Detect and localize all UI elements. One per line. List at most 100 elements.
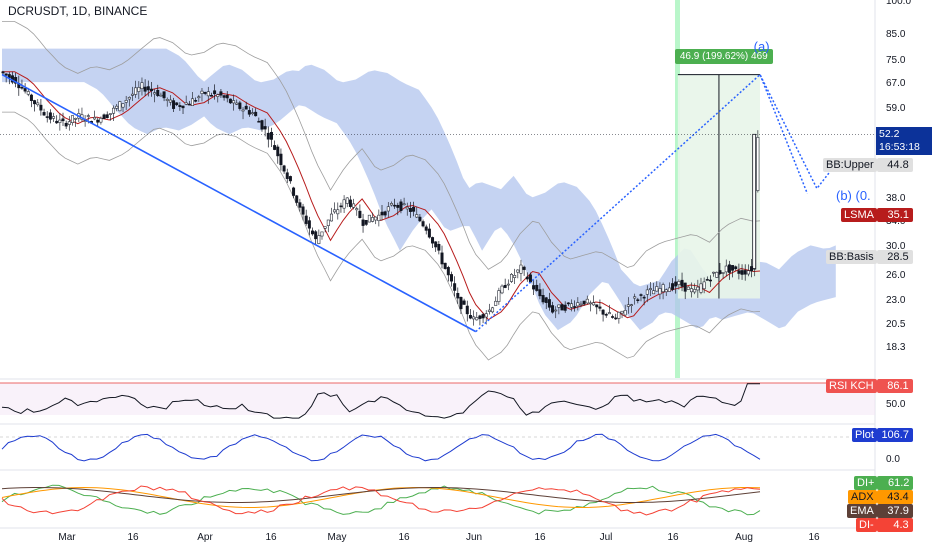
y-tick-label: 85.0: [886, 29, 906, 41]
legend-di-value: 61.2: [877, 476, 914, 490]
candle-body: [522, 266, 526, 270]
legend-bb-upper: BB:Upper 44.8: [823, 158, 913, 173]
candle-body: [611, 316, 615, 318]
candle-body: [472, 316, 476, 320]
candle-body: [86, 115, 90, 117]
candle-body: [143, 86, 147, 92]
candle-body: [652, 290, 656, 295]
candle-body: [216, 94, 220, 97]
candle-body: [134, 87, 138, 95]
candle-body: [617, 311, 621, 319]
candle-body: [64, 122, 68, 127]
x-tick-label: 16: [265, 532, 277, 543]
candle-body: [686, 286, 690, 290]
candle-body: [412, 206, 416, 212]
candle-body: [500, 285, 504, 294]
candle-body: [705, 279, 709, 281]
candle-body: [102, 114, 106, 119]
candle-body: [677, 281, 681, 285]
candle-body: [206, 91, 210, 97]
candle-body: [244, 105, 248, 110]
candle-body: [639, 294, 643, 296]
candle-body: [443, 262, 447, 269]
candle-body: [487, 309, 491, 312]
candle-body: [61, 118, 65, 122]
candle-body: [449, 274, 453, 282]
candle-body: [355, 208, 359, 211]
candle-body: [642, 296, 646, 299]
candle-body: [569, 303, 573, 308]
lsma-line: [2, 71, 761, 321]
y-tick-label: 67.0: [886, 77, 906, 89]
candle-body: [178, 105, 182, 107]
candle-body: [1, 71, 5, 74]
candle-body: [468, 315, 472, 319]
y-tick-label: 75.0: [886, 54, 906, 66]
candle-body: [573, 306, 577, 308]
candle-body: [112, 107, 116, 114]
candle-body: [576, 302, 580, 307]
legend-di: DI+ 61.2: [854, 476, 914, 490]
candle-body: [364, 220, 368, 225]
candle-body: [731, 265, 735, 271]
legend-adx-name: ADX: [848, 490, 877, 504]
plot-tick: 0.0: [886, 454, 900, 465]
rsi-tick: 50.0: [886, 399, 906, 410]
candle-body: [197, 96, 201, 99]
ema-line: [1, 487, 761, 503]
x-tick-label: Apr: [197, 532, 213, 543]
candle-body: [405, 206, 409, 210]
candle-body: [528, 274, 532, 283]
candle-body: [304, 215, 308, 224]
candle-body: [58, 119, 62, 123]
candle-body: [431, 237, 435, 244]
candle-body: [633, 296, 637, 299]
last-candle: [752, 133, 757, 269]
candle-body: [295, 195, 299, 203]
candle-body: [361, 219, 365, 226]
legend-bb-basis: BB:Basis 28.5: [826, 250, 913, 265]
legend-rsi: RSI KCH 86.1: [826, 379, 913, 393]
candle-body: [484, 313, 488, 318]
candle-body: [645, 289, 649, 295]
legend-plot: Plot 106.7: [852, 428, 913, 442]
y-tick-label: 23.0: [886, 295, 906, 307]
legend-plot-name: Plot: [852, 428, 877, 442]
candle-body: [251, 112, 255, 114]
candle-body: [159, 94, 163, 97]
symbol-title[interactable]: DCRUSDT, 1D, BINANCE: [8, 4, 148, 18]
candle-body: [55, 120, 59, 124]
candle-body: [734, 266, 738, 270]
candle-body: [130, 93, 134, 96]
x-tick-label: May: [327, 532, 347, 543]
candle-body: [699, 283, 703, 293]
candle-body: [671, 283, 675, 290]
legend-lsma-value: 35.1: [876, 208, 913, 223]
candle-body: [67, 121, 71, 125]
candle-body: [563, 304, 567, 311]
candle-body: [23, 88, 27, 92]
candle-body: [674, 281, 678, 287]
candle-body: [311, 230, 315, 235]
candle-body: [348, 199, 352, 207]
candle-body: [168, 99, 172, 103]
candle-body: [219, 91, 223, 96]
candle-body: [658, 288, 662, 295]
candle-body: [93, 117, 97, 120]
candle-body: [292, 187, 296, 196]
candle-body: [446, 267, 450, 276]
candle-body: [614, 317, 618, 320]
candle-body: [712, 271, 716, 274]
candle-body: [456, 293, 460, 299]
candle-body: [519, 264, 523, 274]
candle-body: [266, 132, 270, 140]
legend-adx-value: 43.4: [876, 490, 913, 504]
wave-label-a: (a): [753, 38, 770, 54]
candle-body: [137, 87, 141, 92]
y-tick-label: 18.3: [886, 341, 906, 353]
candle-body: [317, 235, 321, 244]
candle-body: [273, 145, 277, 150]
candle-body: [727, 264, 731, 273]
legend-ema-name: EMA: [847, 504, 877, 518]
